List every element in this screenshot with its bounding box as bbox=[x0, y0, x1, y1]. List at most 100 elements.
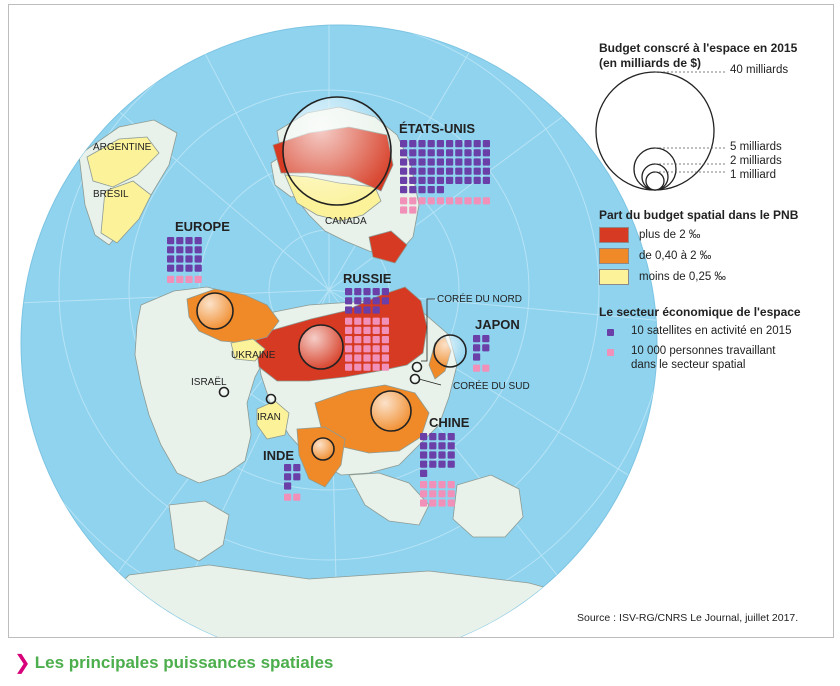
usa-satellite-square bbox=[446, 176, 454, 184]
map-frame: ÉTATS-UNIS RUSSIE EUROPE CHINE JAPON IND… bbox=[8, 4, 834, 638]
usa-personnel-square bbox=[409, 206, 417, 214]
russia-budget-circle-icon bbox=[298, 324, 344, 370]
china-satellite-square bbox=[447, 460, 455, 468]
russia-personnel-square bbox=[354, 326, 362, 334]
japan-satellite-square bbox=[473, 335, 481, 343]
china-satellite-square bbox=[447, 442, 455, 450]
label-iran: IRAN bbox=[257, 412, 281, 423]
legend-swatch-high bbox=[599, 227, 629, 243]
russia-personnel-square bbox=[372, 326, 380, 334]
usa-satellite-square bbox=[482, 176, 490, 184]
europe-satellite-square bbox=[176, 237, 184, 245]
usa-satellite-square bbox=[473, 149, 481, 157]
europe-satellite-square bbox=[194, 237, 202, 245]
usa-satellite-square bbox=[482, 167, 490, 175]
legend-satellites-label: 10 satellites en activité en 2015 bbox=[631, 325, 792, 337]
china-satellite-square bbox=[447, 433, 455, 441]
russia-personnel-square bbox=[381, 354, 389, 362]
usa-satellite-square bbox=[400, 176, 408, 184]
russia-personnel-square bbox=[381, 345, 389, 353]
usa-satellite-square bbox=[464, 158, 472, 166]
usa-satellite-square bbox=[436, 149, 444, 157]
europe-satellite-square bbox=[185, 255, 193, 263]
russia-personnel-square bbox=[345, 317, 353, 325]
label-russia: RUSSIE bbox=[343, 271, 392, 286]
usa-personnel-square bbox=[436, 197, 444, 205]
russia-personnel-square bbox=[372, 363, 380, 371]
usa-satellite-square bbox=[427, 167, 435, 175]
usa-satellite-square bbox=[446, 140, 454, 148]
label-skorea: CORÉE DU SUD bbox=[453, 379, 530, 392]
russia-personnel-square bbox=[345, 345, 353, 353]
russia-personnel-square bbox=[363, 336, 371, 344]
europe-satellite-square bbox=[176, 246, 184, 254]
usa-personnel-square bbox=[473, 197, 481, 205]
china-satellite-square bbox=[438, 442, 446, 450]
russia-personnel-square bbox=[372, 354, 380, 362]
russia-satellite-square bbox=[381, 288, 389, 296]
usa-satellite-square bbox=[455, 167, 463, 175]
legend-satellite-square-icon bbox=[607, 329, 614, 336]
china-budget-circle-icon bbox=[370, 390, 412, 432]
china-satellite-square bbox=[429, 451, 437, 459]
japan-budget-circle-icon bbox=[433, 334, 467, 368]
usa-satellite-square bbox=[400, 149, 408, 157]
label-brazil: BRÉSIL bbox=[93, 187, 129, 200]
china-satellite-square bbox=[420, 433, 428, 441]
usa-satellite-square bbox=[446, 158, 454, 166]
russia-personnel-square bbox=[363, 317, 371, 325]
china-personnel-square bbox=[420, 499, 428, 507]
usa-satellite-square bbox=[409, 158, 417, 166]
usa-satellite-square bbox=[436, 186, 444, 194]
legend-swatch-low bbox=[599, 269, 629, 285]
europe-satellite-square bbox=[167, 264, 175, 272]
china-personnel-square bbox=[438, 481, 446, 489]
india-personnel-square bbox=[284, 493, 292, 501]
usa-satellite-square bbox=[464, 176, 472, 184]
russia-personnel-square bbox=[345, 354, 353, 362]
china-personnel-square bbox=[447, 481, 455, 489]
legend-circle-40-label: 40 milliards bbox=[730, 64, 789, 76]
legend-circle-2-label: 2 milliards bbox=[730, 155, 782, 167]
india-satellite-square bbox=[284, 464, 292, 472]
label-ukraine: UKRAINE bbox=[231, 350, 276, 361]
russia-personnel-square bbox=[345, 326, 353, 334]
russia-satellite-square bbox=[381, 297, 389, 305]
russia-personnel-square bbox=[381, 317, 389, 325]
usa-satellite-square bbox=[473, 176, 481, 184]
europe-satellite-square bbox=[167, 255, 175, 263]
usa-satellite-square bbox=[427, 158, 435, 166]
usa-satellite-square bbox=[409, 186, 417, 194]
country-argentina bbox=[86, 136, 160, 188]
legend-budget-title-line1: Budget conscré à l'espace en 2015 bbox=[599, 41, 798, 55]
usa-satellite-square bbox=[400, 186, 408, 194]
russia-personnel-square bbox=[381, 336, 389, 344]
china-personnel-square bbox=[438, 499, 446, 507]
usa-satellite-square bbox=[482, 149, 490, 157]
label-usa: ÉTATS-UNIS bbox=[399, 121, 475, 136]
usa-personnel-square bbox=[427, 197, 435, 205]
europe-personnel-square bbox=[194, 275, 202, 283]
usa-satellite-square bbox=[418, 149, 426, 157]
russia-personnel-square bbox=[354, 317, 362, 325]
china-satellite-square bbox=[438, 451, 446, 459]
usa-satellite-square bbox=[427, 176, 435, 184]
legend-budget-title-line2: (en milliards de $) bbox=[599, 56, 702, 70]
usa-satellite-square bbox=[418, 158, 426, 166]
russia-personnel-square bbox=[363, 363, 371, 371]
japan-personnel-square bbox=[473, 364, 481, 372]
europe-satellite-square bbox=[194, 246, 202, 254]
china-satellite-square bbox=[429, 460, 437, 468]
china-personnel-square bbox=[429, 490, 437, 498]
europe-budget-circle-icon bbox=[196, 292, 234, 330]
china-personnel-square bbox=[447, 490, 455, 498]
usa-satellite-square bbox=[436, 158, 444, 166]
china-personnel-square bbox=[429, 481, 437, 489]
europe-satellite-square bbox=[185, 237, 193, 245]
world-map: ÉTATS-UNIS RUSSIE EUROPE CHINE JAPON IND… bbox=[20, 24, 725, 637]
china-satellite-square bbox=[438, 433, 446, 441]
country-ukraine bbox=[230, 338, 266, 362]
usa-satellite-square bbox=[409, 149, 417, 157]
legend-swatch-medium bbox=[599, 248, 629, 264]
